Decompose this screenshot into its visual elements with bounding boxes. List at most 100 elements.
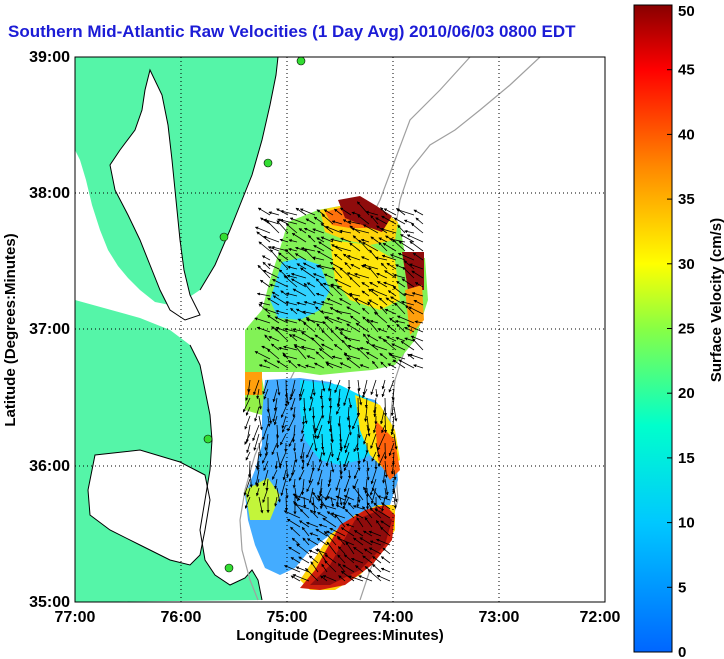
velocity-vector	[381, 215, 397, 225]
velocity-vector	[376, 574, 391, 582]
velocity-vector	[343, 495, 355, 501]
velocity-vector	[282, 469, 287, 481]
velocity-vector	[298, 556, 310, 564]
velocity-vector	[243, 478, 251, 496]
velocity-vector	[372, 563, 382, 573]
velocity-vector	[269, 249, 280, 261]
velocity-vector	[371, 360, 379, 369]
velocity-vector	[366, 469, 370, 481]
velocity-vector	[346, 306, 361, 315]
velocity-vector	[321, 379, 326, 392]
velocity-vector	[279, 218, 298, 225]
velocity-vector	[254, 226, 271, 234]
velocity-vector	[287, 265, 298, 270]
velocity-vector	[362, 379, 368, 396]
radar-site	[263, 158, 273, 168]
velocity-vector	[406, 234, 424, 243]
velocity-vector	[356, 517, 364, 528]
velocity-vector	[267, 406, 273, 425]
velocity-vector	[317, 494, 328, 510]
velocity-vector	[382, 547, 391, 555]
velocity-vector	[276, 424, 280, 439]
velocity-vector	[350, 557, 364, 564]
velocity-vector	[300, 267, 316, 279]
velocity-vector	[343, 451, 350, 468]
velocity-vector	[282, 354, 298, 360]
velocity-vector	[305, 567, 319, 582]
map-title: Southern Mid-Atlantic Raw Velocities (1 …	[8, 22, 576, 41]
velocity-vector	[317, 512, 328, 519]
velocity-vector	[315, 528, 328, 537]
velocity-vector	[303, 496, 307, 509]
velocity-vector	[311, 337, 325, 351]
velocity-vector	[383, 415, 388, 434]
velocity-vector	[287, 415, 296, 432]
velocity-vector	[404, 230, 415, 234]
velocity-vector	[280, 478, 287, 497]
velocity-vector	[400, 234, 415, 243]
velocity-vectors	[242, 201, 424, 582]
velocity-vector	[321, 329, 334, 342]
velocity-vector	[362, 224, 379, 234]
velocity-vector	[312, 379, 316, 397]
velocity-vector	[386, 336, 397, 342]
velocity-vector	[337, 397, 341, 408]
radar-sites	[203, 57, 306, 573]
velocity-vector	[400, 300, 415, 306]
velocity-vector	[286, 274, 298, 279]
velocity-vector	[375, 520, 382, 528]
velocity-vector	[343, 388, 350, 407]
velocity-vector	[403, 260, 415, 270]
velocity-vector	[301, 526, 310, 537]
land-delmarva-mainland	[75, 57, 278, 305]
velocity-vector	[302, 537, 310, 546]
velocity-vector	[292, 493, 310, 501]
colorbar-tick-label: 15	[678, 450, 695, 467]
velocity-vector	[348, 397, 353, 409]
velocity-vector	[378, 237, 388, 243]
velocity-vector	[296, 363, 307, 369]
velocity-vector	[328, 388, 332, 402]
velocity-vector	[337, 546, 346, 555]
velocity-vector	[366, 318, 379, 333]
velocity-vector	[306, 478, 314, 493]
velocity-vector	[343, 353, 361, 360]
velocity-vector	[271, 291, 280, 297]
velocity-vector	[280, 406, 287, 418]
velocity-vector	[306, 442, 314, 459]
velocity-vector	[306, 538, 319, 546]
velocity-vector	[319, 503, 337, 510]
velocity-vector	[292, 288, 307, 297]
velocity-vector	[291, 232, 307, 243]
velocity-vector	[263, 460, 269, 472]
velocity-vector	[267, 263, 280, 270]
velocity-vector	[363, 548, 373, 555]
velocity-vector	[294, 253, 307, 261]
velocity-vector	[369, 319, 379, 324]
velocity-vector	[261, 255, 271, 261]
velocity-vector	[267, 415, 271, 428]
velocity-vector	[368, 530, 382, 537]
velocity-vector	[365, 210, 379, 216]
velocity-vector	[255, 451, 260, 470]
velocity-vector	[271, 442, 278, 456]
y-tick-label: 39:00	[29, 49, 70, 66]
velocity-vector	[246, 487, 251, 498]
velocity-vector	[284, 496, 289, 512]
velocity-vector	[332, 267, 343, 279]
velocity-vector	[358, 575, 373, 582]
velocity-vector	[316, 537, 328, 546]
velocity-vector	[336, 317, 352, 324]
velocity-vector	[396, 323, 406, 333]
velocity-vector	[254, 469, 260, 486]
velocity-vector	[373, 311, 388, 324]
velocity-vector	[410, 335, 424, 342]
velocity-vector	[382, 339, 397, 351]
velocity-vector	[292, 478, 296, 489]
velocity-vector	[411, 292, 424, 297]
velocity-vector	[409, 263, 424, 270]
velocity-vector	[272, 279, 289, 288]
velocity-vector	[276, 487, 281, 503]
velocity-vector	[401, 278, 415, 288]
velocity-vector	[331, 220, 343, 225]
